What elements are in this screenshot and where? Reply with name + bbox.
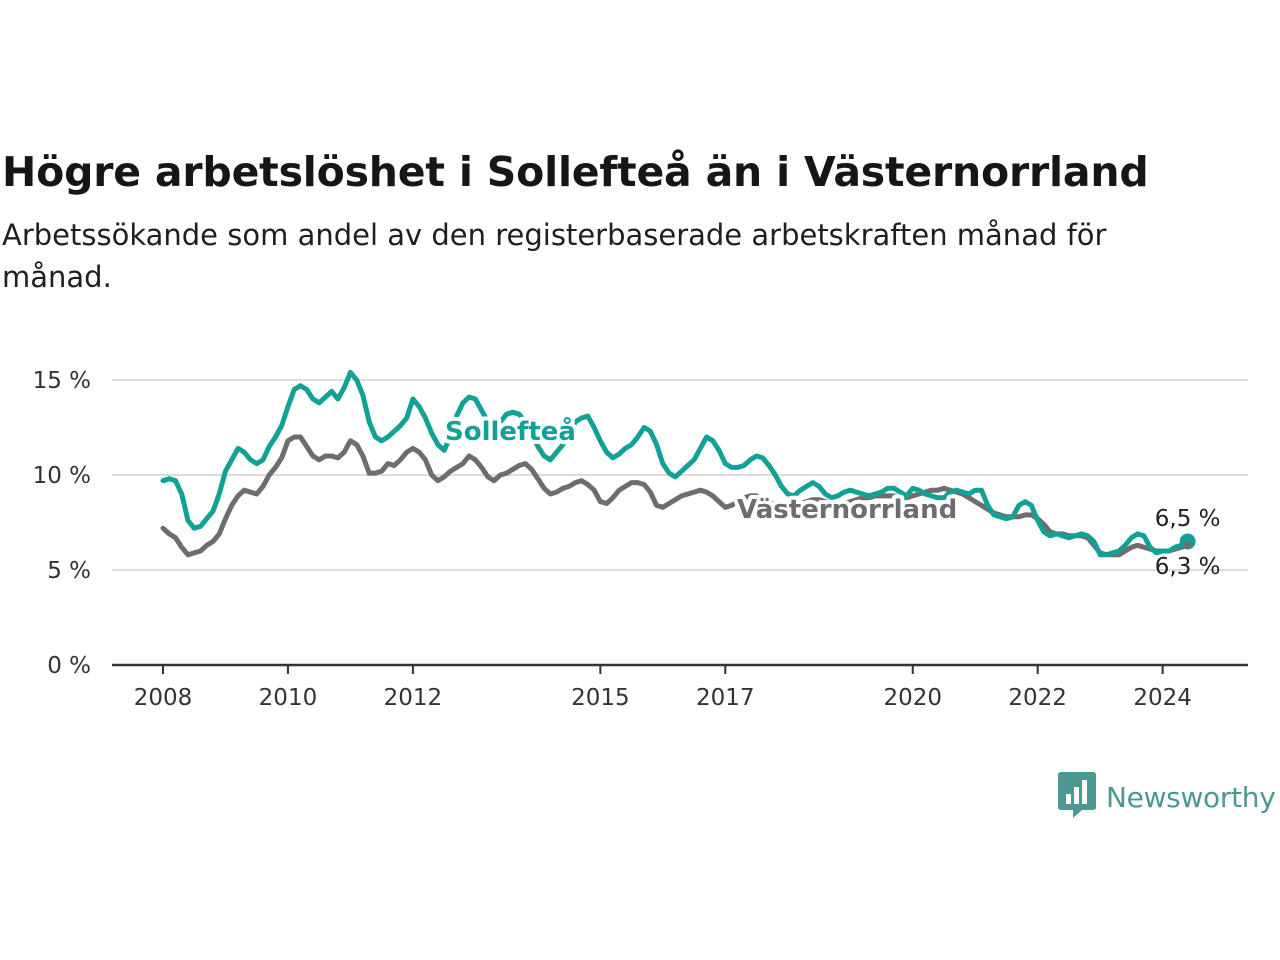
- series-name-label: Västernorrland: [737, 495, 957, 525]
- series-label-halo: Västernorrland: [737, 495, 957, 525]
- brand-logo[interactable]: Newsworthy: [1058, 772, 1276, 822]
- series-labels: SollefteåSollefteåVästernorrlandVästerno…: [441, 411, 1221, 580]
- gridlines: 0 % 5 % 10 % 15 %: [33, 368, 1248, 679]
- x-tick-label: 2017: [696, 685, 755, 711]
- x-tick-label: 2008: [134, 685, 193, 711]
- series-line-solleftea: [160, 369, 1191, 558]
- series-lines: [160, 369, 1196, 558]
- series-end-point: [1183, 541, 1192, 550]
- y-tick-label: 10 %: [33, 463, 91, 489]
- brand-name: Newsworthy: [1106, 780, 1276, 814]
- series-line-vasternorrland: [160, 434, 1191, 558]
- y-tick-label: 15 %: [33, 368, 91, 394]
- x-axis: 2008 2010 2012 2015 2017 2020 2022 2024: [112, 663, 1248, 711]
- x-tick-label: 2022: [1008, 685, 1067, 711]
- newsworthy-logo-icon: [1058, 772, 1096, 822]
- x-tick-label: 2015: [571, 685, 630, 711]
- series-end-value-label: 6,3 %: [1155, 554, 1221, 580]
- series-label-halo: Sollefteå: [445, 415, 576, 447]
- x-tick-label: 2020: [883, 685, 942, 711]
- x-tick-label: 2010: [259, 685, 318, 711]
- chart-subtitle: Arbetssökande som andel av den registerb…: [2, 218, 1107, 294]
- series-end-value-label: 6,5 %: [1155, 506, 1221, 532]
- series-name-label: Sollefteå: [445, 415, 576, 447]
- x-tick-label: 2024: [1133, 685, 1192, 711]
- chart-title: Högre arbetslöshet i Sollefteå än i Väst…: [2, 148, 1149, 196]
- y-tick-label: 0 %: [47, 653, 91, 679]
- y-tick-label: 5 %: [47, 558, 91, 584]
- x-tick-label: 2012: [384, 685, 443, 711]
